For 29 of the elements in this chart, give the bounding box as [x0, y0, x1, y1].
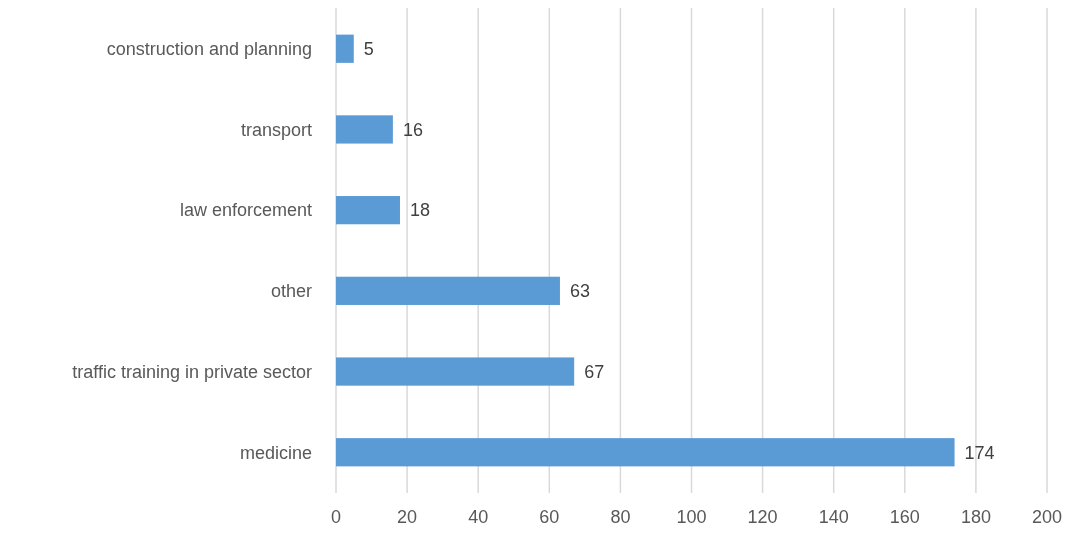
x-tick-label: 80	[610, 507, 631, 527]
bar	[336, 115, 393, 144]
x-tick-label: 140	[818, 507, 849, 527]
data-label: 16	[402, 119, 423, 140]
x-tick-label: 20	[397, 507, 418, 527]
y-tick-label: law enforcement	[179, 200, 312, 221]
data-label: 67	[584, 361, 605, 382]
y-tick-label: transport	[240, 119, 312, 140]
bar	[336, 34, 354, 63]
bar	[336, 276, 560, 305]
x-tick-label: 100	[676, 507, 707, 527]
x-tick-label: 40	[468, 507, 489, 527]
x-tick-label: 60	[539, 507, 560, 527]
x-tick-label: 180	[960, 507, 991, 527]
x-tick-label: 200	[1031, 507, 1063, 527]
x-tick-label: 160	[889, 507, 920, 527]
y-tick-label: traffic training in private sector	[72, 361, 312, 382]
y-tick-label: construction and planning	[106, 39, 312, 60]
data-label: 5	[363, 39, 374, 60]
bar	[336, 357, 575, 386]
y-tick-label: other	[270, 281, 312, 302]
y-tick-label: medicine	[239, 442, 312, 463]
bar	[336, 438, 955, 467]
data-label: 63	[569, 281, 590, 302]
bar	[336, 196, 400, 225]
x-tick-label: 120	[747, 507, 778, 527]
data-label: 18	[409, 200, 431, 221]
data-label: 174	[964, 442, 995, 463]
x-tick-label: 0	[330, 507, 342, 527]
